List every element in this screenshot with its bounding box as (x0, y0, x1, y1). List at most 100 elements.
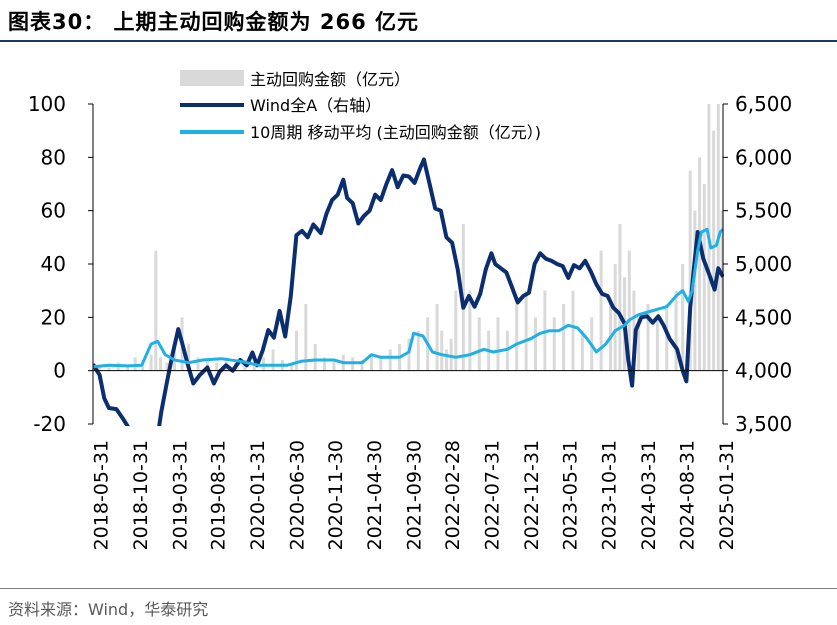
buyback-bar-48 (496, 317, 500, 371)
right-tick-label-6: 3,500 (735, 412, 792, 436)
buyback-bar-13 (196, 357, 200, 371)
buyback-bar-7 (154, 250, 158, 371)
ma10-line (93, 227, 724, 369)
buyback-bar-27 (323, 357, 327, 371)
buyback-bar-9 (165, 362, 169, 371)
buyback-bar-72 (688, 170, 692, 371)
buyback-bar-12 (187, 344, 191, 371)
buyback-bar-32 (369, 354, 373, 371)
buyback-bar-19 (252, 365, 256, 371)
buyback-bar-68 (655, 317, 659, 371)
buyback-bar-66 (637, 317, 641, 371)
plot-area (93, 104, 724, 426)
buyback-bar-51 (524, 290, 528, 371)
axes: 100 80 60 40 20 0 -20 6,500 6,000 5,500 5,000 4,500… (28, 92, 792, 550)
buyback-bar-40 (440, 330, 444, 371)
buyback-bar-3 (126, 365, 130, 371)
right-tick-label-4: 4,500 (735, 305, 792, 329)
x-tick-label-6: 2020-11-30 (325, 440, 347, 550)
right-tick-label-2: 5,500 (735, 199, 792, 223)
buyback-bar-1 (107, 368, 111, 371)
x-tick-label-10: 2022-07-31 (481, 440, 503, 550)
buyback-bar-55 (562, 304, 566, 371)
left-tick-label-2: 60 (41, 199, 66, 223)
legend: 主动回购金额（亿元） Wind全A（右轴） 10周期 移动平均 (主动回购金额（… (180, 70, 541, 142)
buyback-bar-24 (294, 330, 298, 371)
buyback-bar-77 (712, 130, 716, 371)
x-tick-label-8: 2021-09-30 (404, 440, 426, 550)
buyback-bar-4 (133, 357, 137, 371)
buyback-bar-26 (313, 344, 317, 371)
buyback-bar-50 (515, 304, 519, 371)
x-tick-label-9: 2022-02-28 (442, 440, 464, 550)
x-tick-label-4: 2020-01-31 (247, 440, 269, 550)
left-tick-label-0: 100 (28, 92, 66, 116)
legend-label-buyback: 主动回购金额（亿元） (250, 70, 410, 89)
buyback-bar-56 (571, 290, 575, 371)
plot-clip-group (93, 104, 724, 426)
buyback-bar-52 (534, 317, 537, 371)
wind-a-line (93, 157, 724, 426)
buyback-bar-14 (205, 360, 209, 371)
buyback-bar-46 (477, 317, 481, 371)
buyback-bar-39 (435, 304, 439, 371)
buyback-bar-34 (388, 349, 392, 371)
buyback-bar-31 (360, 360, 364, 371)
buyback-bar-74 (698, 157, 702, 371)
x-tick-label-0: 2018-05-31 (91, 440, 113, 550)
buyback-bar-25 (304, 304, 308, 371)
buyback-bar-21 (271, 349, 275, 371)
legend-swatch-buyback (180, 70, 244, 86)
buyback-bar-37 (416, 330, 420, 371)
buyback-bar-8 (159, 357, 162, 371)
legend-label-wind: Wind全A（右轴） (250, 96, 381, 115)
right-tick-label-5: 4,000 (735, 359, 792, 383)
buyback-bar-33 (379, 357, 383, 371)
left-tick-label-3: 40 (41, 252, 66, 276)
x-tick-label-13: 2023-10-31 (599, 440, 621, 550)
buyback-bar-57 (580, 330, 584, 371)
buyback-bar-42 (449, 338, 453, 371)
x-tick-label-15: 2024-08-31 (676, 440, 698, 550)
legend-label-ma: 10周期 移动平均 (主动回购金额（亿元）) (250, 123, 541, 142)
left-tick-label-1: 80 (41, 145, 66, 169)
chart-title: 图表30： 上期主动回购金额为 266 亿元 (8, 10, 419, 34)
left-tick-label-4: 20 (41, 305, 66, 329)
source-note: 资料来源：Wind，华泰研究 (8, 600, 209, 619)
buyback-bar-15 (215, 362, 219, 371)
buyback-bar-64 (627, 250, 631, 371)
buyback-bar-69 (665, 304, 669, 371)
buyback-bar-41 (444, 349, 448, 371)
buyback-bar-0 (98, 365, 102, 371)
buyback-bar-6 (149, 354, 153, 371)
buyback-bar-61 (613, 264, 617, 371)
x-tick-label-14: 2024-03-31 (638, 440, 660, 550)
buyback-bar-36 (407, 338, 411, 371)
buyback-bar-23 (290, 362, 294, 371)
x-tick-label-12: 2023-05-31 (559, 440, 581, 550)
x-tick-label-3: 2019-08-31 (208, 440, 230, 550)
left-tick-label-6: -20 (33, 412, 66, 436)
buyback-bar-43 (454, 290, 458, 371)
right-tick-label-0: 6,500 (735, 92, 792, 116)
x-tick-label-7: 2021-04-30 (364, 440, 386, 550)
buyback-bar-62 (618, 224, 622, 371)
buyback-bar-45 (468, 290, 472, 371)
left-tick-label-5: 0 (53, 359, 66, 383)
chart: 100 80 60 40 20 0 -20 6,500 6,000 5,500 5,000 4,500… (28, 70, 792, 550)
buyback-bar-70 (674, 290, 678, 371)
buyback-bar-79 (720, 210, 724, 371)
buyback-bar-5 (141, 362, 145, 371)
right-tick-label-1: 6,000 (735, 145, 792, 169)
buyback-bar-54 (552, 317, 556, 371)
buyback-bar-59 (599, 250, 603, 371)
x-tick-label-5: 2020-06-30 (286, 440, 308, 550)
source-rule (0, 588, 837, 589)
x-tick-label-16: 2025-01-31 (716, 440, 738, 550)
buyback-bar-67 (646, 304, 650, 371)
buyback-bar-28 (332, 360, 336, 371)
x-tick-label-2: 2019-03-31 (169, 440, 191, 550)
right-tick-label-3: 5,000 (735, 252, 792, 276)
title-rule (0, 40, 837, 42)
buyback-bar-71 (681, 264, 685, 371)
